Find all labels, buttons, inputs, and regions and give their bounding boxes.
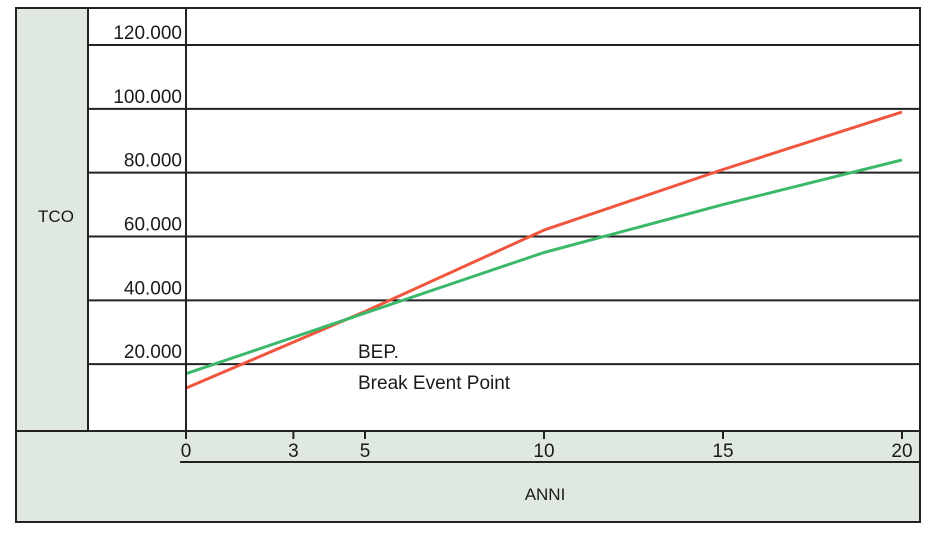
y-tick-label: 20.000 [124, 342, 182, 363]
x-tick-label: 20 [891, 441, 912, 462]
x-tick-label: 5 [360, 441, 371, 462]
y-tick-label: 100.000 [113, 87, 182, 108]
x-tick-label: 0 [181, 441, 192, 462]
series-layer [185, 110, 903, 390]
x-tick-label: 10 [533, 441, 554, 462]
background-layer [16, 8, 920, 522]
x-axis-panel [88, 431, 920, 522]
x-tick-label: 15 [712, 441, 733, 462]
y-label-panel [16, 8, 88, 522]
grid-layer [88, 44, 920, 366]
y-tick-label: 60.000 [124, 215, 182, 236]
series-line [185, 158, 903, 376]
y-tick-label: 120.000 [113, 23, 182, 44]
y-axis-title: TCO [38, 207, 74, 226]
annotation-break-event-point: Break Event Point [358, 373, 511, 394]
annotation-bep: BEP. [358, 342, 399, 363]
y-tick-label: 80.000 [124, 151, 182, 172]
x-tick-label: 3 [288, 441, 299, 462]
x-axis-title: ANNI [525, 485, 566, 504]
text-layer: TCO ANNI BEP. Break Event Point 20.000 40… [38, 23, 913, 504]
y-tick-label: 40.000 [124, 278, 182, 299]
frame-layer [15, 7, 921, 523]
chart-frame [15, 7, 921, 523]
series-line [185, 110, 903, 390]
